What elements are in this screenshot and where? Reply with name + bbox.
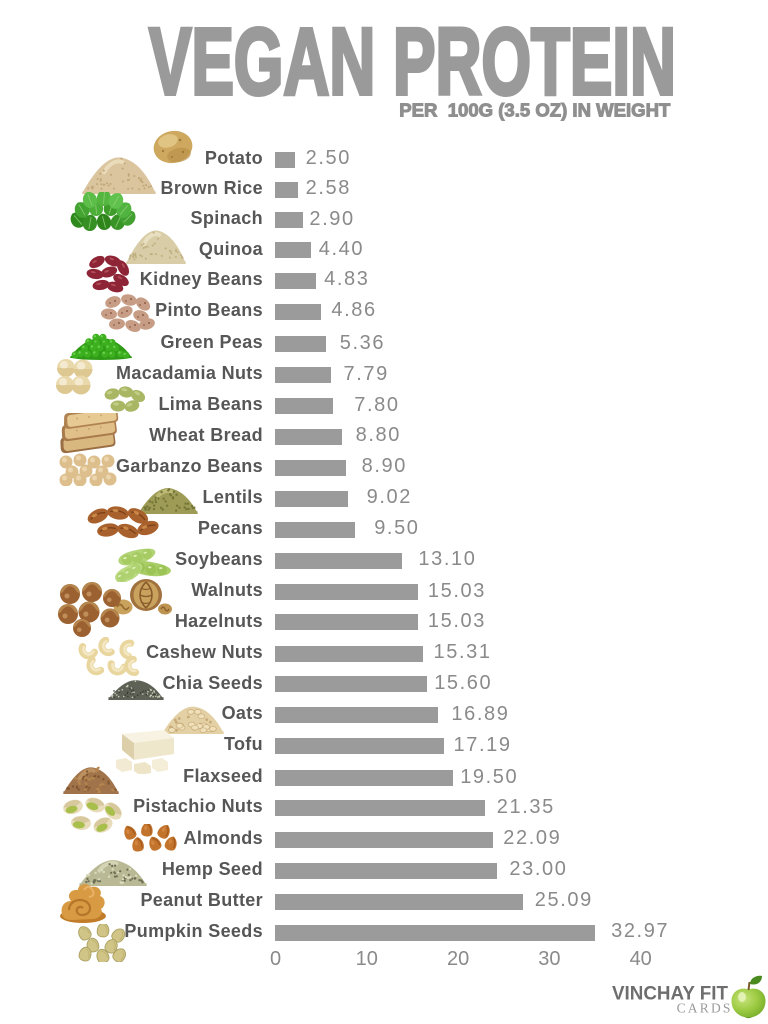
svg-text:VINCHAY FIT: VINCHAY FIT	[612, 984, 728, 1005]
svg-text:VEGAN PROTEIN: VEGAN PROTEIN	[149, 9, 676, 115]
svg-text:PER 100G (3.5 OZ) IN WEIGHT: PER 100G (3.5 OZ) IN WEIGHT	[399, 100, 670, 120]
svg-text:CARDS: CARDS	[677, 1001, 733, 1016]
